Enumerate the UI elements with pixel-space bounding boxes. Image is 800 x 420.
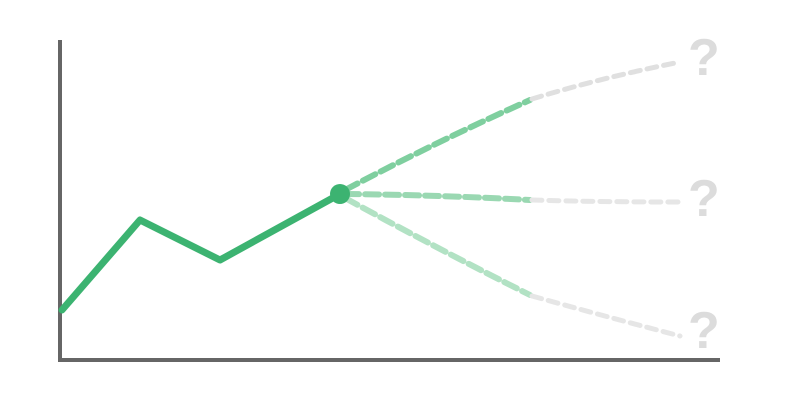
outcome-middle-question-mark: ? (688, 170, 720, 228)
outcome-lower-question-mark: ? (688, 302, 720, 360)
unknown-path-middle (529, 197, 681, 205)
future-path-upper (342, 97, 533, 193)
future-path-middle (342, 191, 533, 203)
unknown-path-upper (529, 59, 683, 102)
future-path-lower (342, 195, 533, 298)
outcome-upper-question-mark: ? (688, 29, 720, 87)
history-line (58, 190, 344, 314)
unknown-path-lower (529, 293, 683, 339)
present-point (330, 184, 350, 204)
